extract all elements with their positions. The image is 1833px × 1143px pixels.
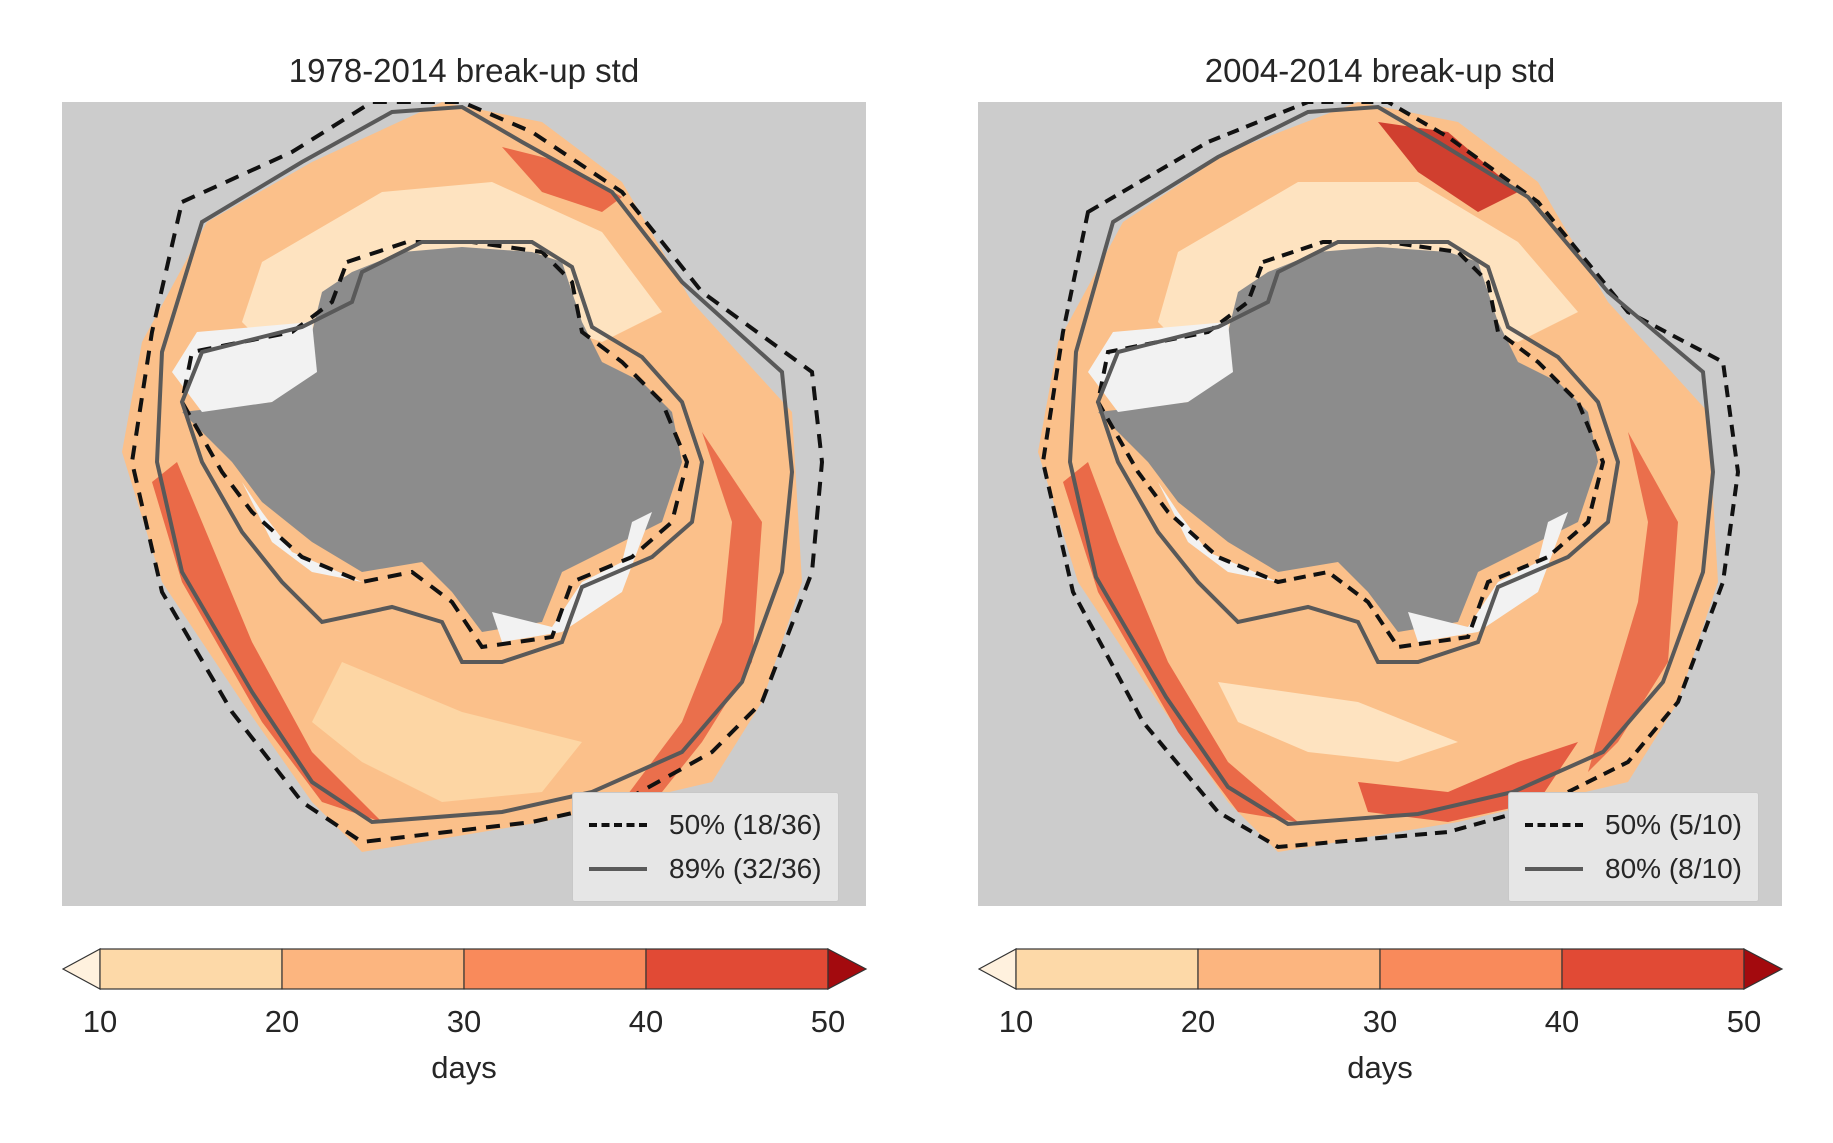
colorbar-over-extension <box>827 948 868 990</box>
colorbar-over-extension <box>1743 948 1784 990</box>
panel-title: 1978-2014 break-up std <box>288 52 640 89</box>
colorbar-tick: 10 <box>998 1004 1034 1039</box>
colorbar-svg <box>977 947 1784 991</box>
ice-zone-low-std <box>1218 682 1458 762</box>
colorbar-tick: 50 <box>1726 1004 1762 1039</box>
legend-entry-50: 50% (18/36) <box>589 803 822 847</box>
contour-legend: 50% (5/10) 80% (8/10) <box>1508 792 1759 902</box>
sea-ice-map <box>62 102 866 906</box>
colorbar-tick: 50 <box>810 1004 846 1039</box>
legend-label: 50% (5/10) <box>1605 809 1742 840</box>
ice-shelf-ross <box>172 322 317 412</box>
map-svg <box>978 102 1782 906</box>
ice-shelf-west <box>242 482 362 582</box>
legend-entry-high: 89% (32/36) <box>589 847 822 891</box>
contour-legend: 50% (18/36) 89% (32/36) <box>572 792 839 902</box>
colorbar <box>61 947 868 997</box>
contour-50-inner <box>179 240 690 650</box>
colorbar-bin <box>1015 948 1199 990</box>
panel-title: 2004-2014 break-up std <box>1204 52 1556 89</box>
dashed-line-swatch <box>589 823 647 827</box>
colorbar-bin <box>99 948 283 990</box>
solid-line-swatch <box>589 867 647 871</box>
colorbar-bin <box>1379 948 1563 990</box>
colorbar-tick: 20 <box>1180 1004 1216 1039</box>
contour-50-outer <box>129 102 825 845</box>
dashed-line-swatch <box>1525 823 1583 827</box>
colorbar-svg <box>61 947 868 991</box>
colorbar-bin <box>1197 948 1381 990</box>
ice-zone-high-std <box>1588 432 1678 772</box>
colorbar-bin <box>1561 948 1745 990</box>
colorbar-bin <box>281 948 465 990</box>
legend-label: 50% (18/36) <box>669 809 822 840</box>
colorbar-under-extension <box>61 947 101 991</box>
colorbar <box>977 947 1784 997</box>
ice-zone-high-std <box>1063 462 1298 822</box>
contour-high-inner <box>1095 240 1621 664</box>
solid-line-swatch <box>1525 867 1583 871</box>
colorbar-tick: 20 <box>264 1004 300 1039</box>
ice-zone-high-std <box>622 432 762 802</box>
map-svg <box>62 102 866 906</box>
ice-zone-high-std <box>502 147 622 212</box>
colorbar-under-extension <box>977 947 1017 991</box>
colorbar-label: days <box>1347 1050 1413 1085</box>
colorbar-tick: 30 <box>446 1004 482 1039</box>
colorbar-label: days <box>431 1050 497 1085</box>
contour-high-outer <box>1067 104 1716 827</box>
ice-shelf-west <box>1158 482 1278 582</box>
legend-entry-high: 80% (8/10) <box>1525 847 1742 891</box>
legend-entry-50: 50% (5/10) <box>1525 803 1742 847</box>
contour-high-inner <box>179 240 705 664</box>
colorbar-bin <box>463 948 647 990</box>
colorbar-tick: 30 <box>1362 1004 1398 1039</box>
colorbar-tick: 10 <box>82 1004 118 1039</box>
contour-50-outer <box>1040 102 1741 850</box>
ice-zone-high-std <box>152 462 382 822</box>
sea-ice-map <box>978 102 1782 906</box>
ice-shelf-ross <box>1088 322 1233 412</box>
legend-label: 89% (32/36) <box>669 853 822 884</box>
colorbar-bin <box>645 948 829 990</box>
legend-label: 80% (8/10) <box>1605 853 1742 884</box>
ice-zone-low-std <box>312 662 582 802</box>
ice-zone-high-std <box>1378 122 1518 212</box>
colorbar-tick: 40 <box>1544 1004 1580 1039</box>
colorbar-tick: 40 <box>628 1004 664 1039</box>
contour-high-outer <box>154 104 795 825</box>
